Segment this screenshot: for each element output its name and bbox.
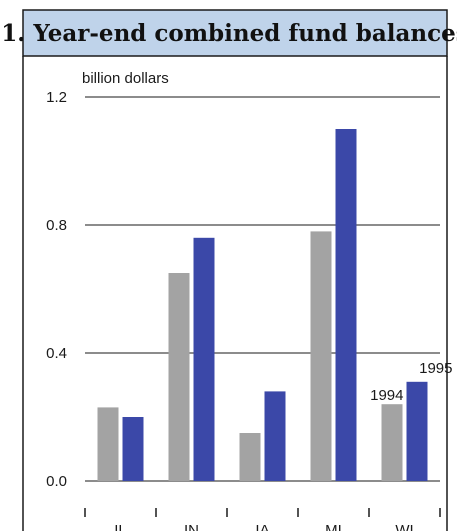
series-label-1995: 1995 [419, 360, 452, 377]
bar-1995-wi [406, 381, 428, 481]
bar-1995-il [122, 417, 144, 481]
x-tick-label: IN [184, 522, 199, 531]
bar-1995-ia [264, 391, 286, 481]
grid-layer [84, 96, 441, 517]
x-tick-label: MI [325, 522, 342, 531]
title-background [22, 9, 448, 57]
y-tick-label: 0.4 [46, 345, 67, 362]
y-tick-label: 0.0 [46, 473, 67, 490]
bar-1994-il [97, 407, 119, 481]
x-tick-label: IA [255, 522, 269, 531]
bar-1995-in [193, 237, 215, 481]
bar-1995-mi [335, 129, 357, 481]
series-label-1994: 1994 [370, 387, 403, 404]
label-layer: 0.0 0.4 0.8 1.2 IL IN IA MI WI 1994 1995 [46, 89, 452, 531]
x-tick-label: WI [395, 522, 413, 531]
y-tick-label: 1.2 [46, 89, 67, 106]
y-tick-label: 0.8 [46, 217, 67, 234]
bar-1994-mi [310, 231, 332, 481]
bar-1994-wi [381, 404, 403, 481]
bar-layer [97, 129, 428, 481]
bar-1994-ia [239, 433, 261, 481]
bar-1994-in [168, 273, 190, 481]
chart-title: 1. Year-end combined fund balances [1, 20, 457, 47]
y-axis-label: billion dollars [82, 70, 169, 87]
x-tick-label: IL [114, 522, 127, 531]
